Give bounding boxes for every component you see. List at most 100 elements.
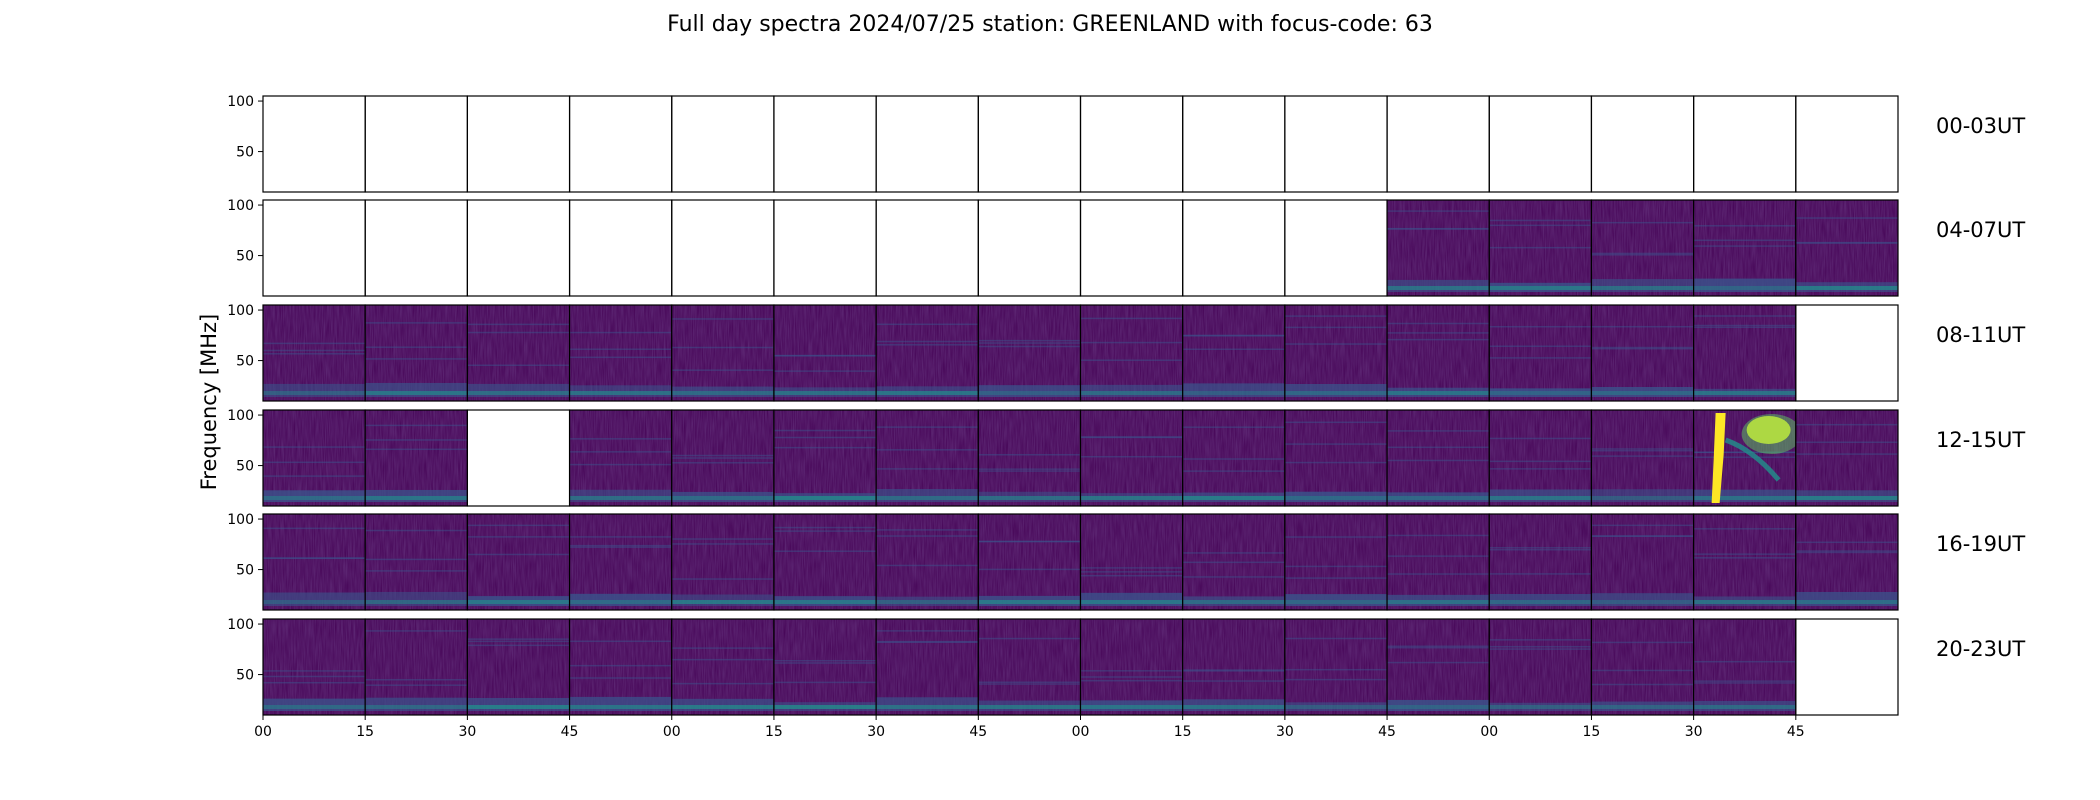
noise-line xyxy=(365,630,468,632)
panel-texture xyxy=(1284,619,1388,715)
noise-line xyxy=(1182,470,1285,472)
noise-line xyxy=(671,647,774,649)
panel-texture xyxy=(1182,410,1285,506)
rfi-line xyxy=(876,391,979,395)
rfi-line xyxy=(1795,496,1898,500)
panel-texture xyxy=(1387,305,1490,401)
noise-line xyxy=(1284,678,1388,681)
spectrum-panel xyxy=(1590,513,1695,611)
panel-frame xyxy=(875,95,979,193)
rfi-line xyxy=(671,496,774,500)
noise-line xyxy=(1795,541,1898,544)
rfi-line xyxy=(263,600,366,604)
noise-line xyxy=(1591,221,1694,224)
burst-halo xyxy=(1741,414,1802,454)
spectrum-panel xyxy=(466,618,571,716)
y-tick-label: 100 xyxy=(227,512,254,528)
x-tick-label: 30 xyxy=(1685,724,1703,740)
spectrum-panel xyxy=(773,95,877,193)
panel-frame xyxy=(466,199,571,297)
panel-texture xyxy=(671,305,774,401)
x-tick-label: 45 xyxy=(1787,724,1805,740)
panel-frame xyxy=(1079,199,1184,297)
noise-line xyxy=(1387,430,1490,432)
burst-arc xyxy=(1724,437,1781,482)
noise-line xyxy=(1284,668,1388,671)
spectrum-panel xyxy=(1182,199,1286,297)
panel-texture xyxy=(569,305,672,401)
spectrum-panel xyxy=(262,304,366,402)
spectrum-panel xyxy=(568,618,673,716)
noise-line xyxy=(365,322,468,324)
rfi-band xyxy=(1693,278,1796,292)
y-tick-label: 100 xyxy=(227,617,254,633)
noise-line xyxy=(1387,646,1490,649)
spectrum-panel xyxy=(671,409,775,507)
spectrum-panel xyxy=(773,618,877,716)
spectrum-panel xyxy=(466,304,571,402)
noise-line xyxy=(1182,670,1285,672)
spectrum-panel xyxy=(1182,618,1286,716)
noise-line xyxy=(978,339,1081,342)
rfi-line xyxy=(263,496,366,500)
spectrum-panel xyxy=(1693,304,1797,402)
y-tick-label: 100 xyxy=(227,303,254,319)
panel-texture xyxy=(1693,305,1796,401)
noise-line xyxy=(671,369,774,371)
panel-frame xyxy=(568,95,673,193)
panel-frame xyxy=(875,199,979,297)
rfi-band xyxy=(1284,594,1388,606)
noise-line xyxy=(1693,326,1796,329)
noise-line xyxy=(1489,246,1592,249)
rfi-line xyxy=(671,391,774,395)
x-tick-label: 00 xyxy=(1072,724,1090,740)
rfi-band xyxy=(1080,384,1183,397)
noise-line xyxy=(1489,357,1592,359)
panel-texture xyxy=(1080,619,1183,715)
panel-texture xyxy=(1284,514,1388,610)
rfi-line xyxy=(773,391,877,395)
rfi-line xyxy=(263,705,366,709)
rfi-band xyxy=(1387,279,1490,292)
noise-line xyxy=(1284,315,1388,317)
rfi-line xyxy=(1693,286,1796,290)
noise-line xyxy=(1693,528,1796,530)
spectrum-panel xyxy=(1284,618,1388,716)
rfi-line xyxy=(1693,496,1796,500)
noise-line xyxy=(1489,645,1592,648)
spectrum-panel xyxy=(1386,304,1490,402)
x-tick-label: 15 xyxy=(765,724,783,740)
noise-line xyxy=(773,530,877,532)
spectrum-panel xyxy=(1590,618,1695,716)
rfi-line xyxy=(1591,286,1694,290)
spectrum-panel xyxy=(364,513,468,611)
panel-texture xyxy=(1387,514,1490,610)
rfi-line xyxy=(1387,391,1490,395)
noise-line xyxy=(1387,573,1490,575)
noise-line xyxy=(1080,436,1183,439)
noise-line xyxy=(1182,334,1285,337)
rfi-band xyxy=(365,697,468,711)
panel-frame xyxy=(773,95,877,193)
noise-line xyxy=(978,681,1081,684)
panel-frame xyxy=(1590,95,1695,193)
rfi-band xyxy=(569,593,672,606)
noise-line xyxy=(773,355,877,357)
panel-frame xyxy=(1795,409,1899,507)
panel-texture xyxy=(671,514,774,610)
noise-line xyxy=(365,679,468,681)
rfi-band xyxy=(263,592,366,606)
rfi-line xyxy=(876,600,979,604)
y-tick-label: 100 xyxy=(227,198,254,214)
noise-line xyxy=(467,644,570,647)
spectrum-panel xyxy=(262,199,366,297)
noise-line xyxy=(263,353,366,355)
rfi-line xyxy=(1182,600,1285,604)
rfi-band xyxy=(1591,279,1694,292)
spectrum-panel xyxy=(875,618,979,716)
noise-line xyxy=(1284,565,1388,568)
noise-line xyxy=(773,446,877,449)
spectrum-panel xyxy=(773,199,877,297)
spectrum-panel xyxy=(1284,95,1388,193)
spectrum-panel xyxy=(1590,199,1695,297)
